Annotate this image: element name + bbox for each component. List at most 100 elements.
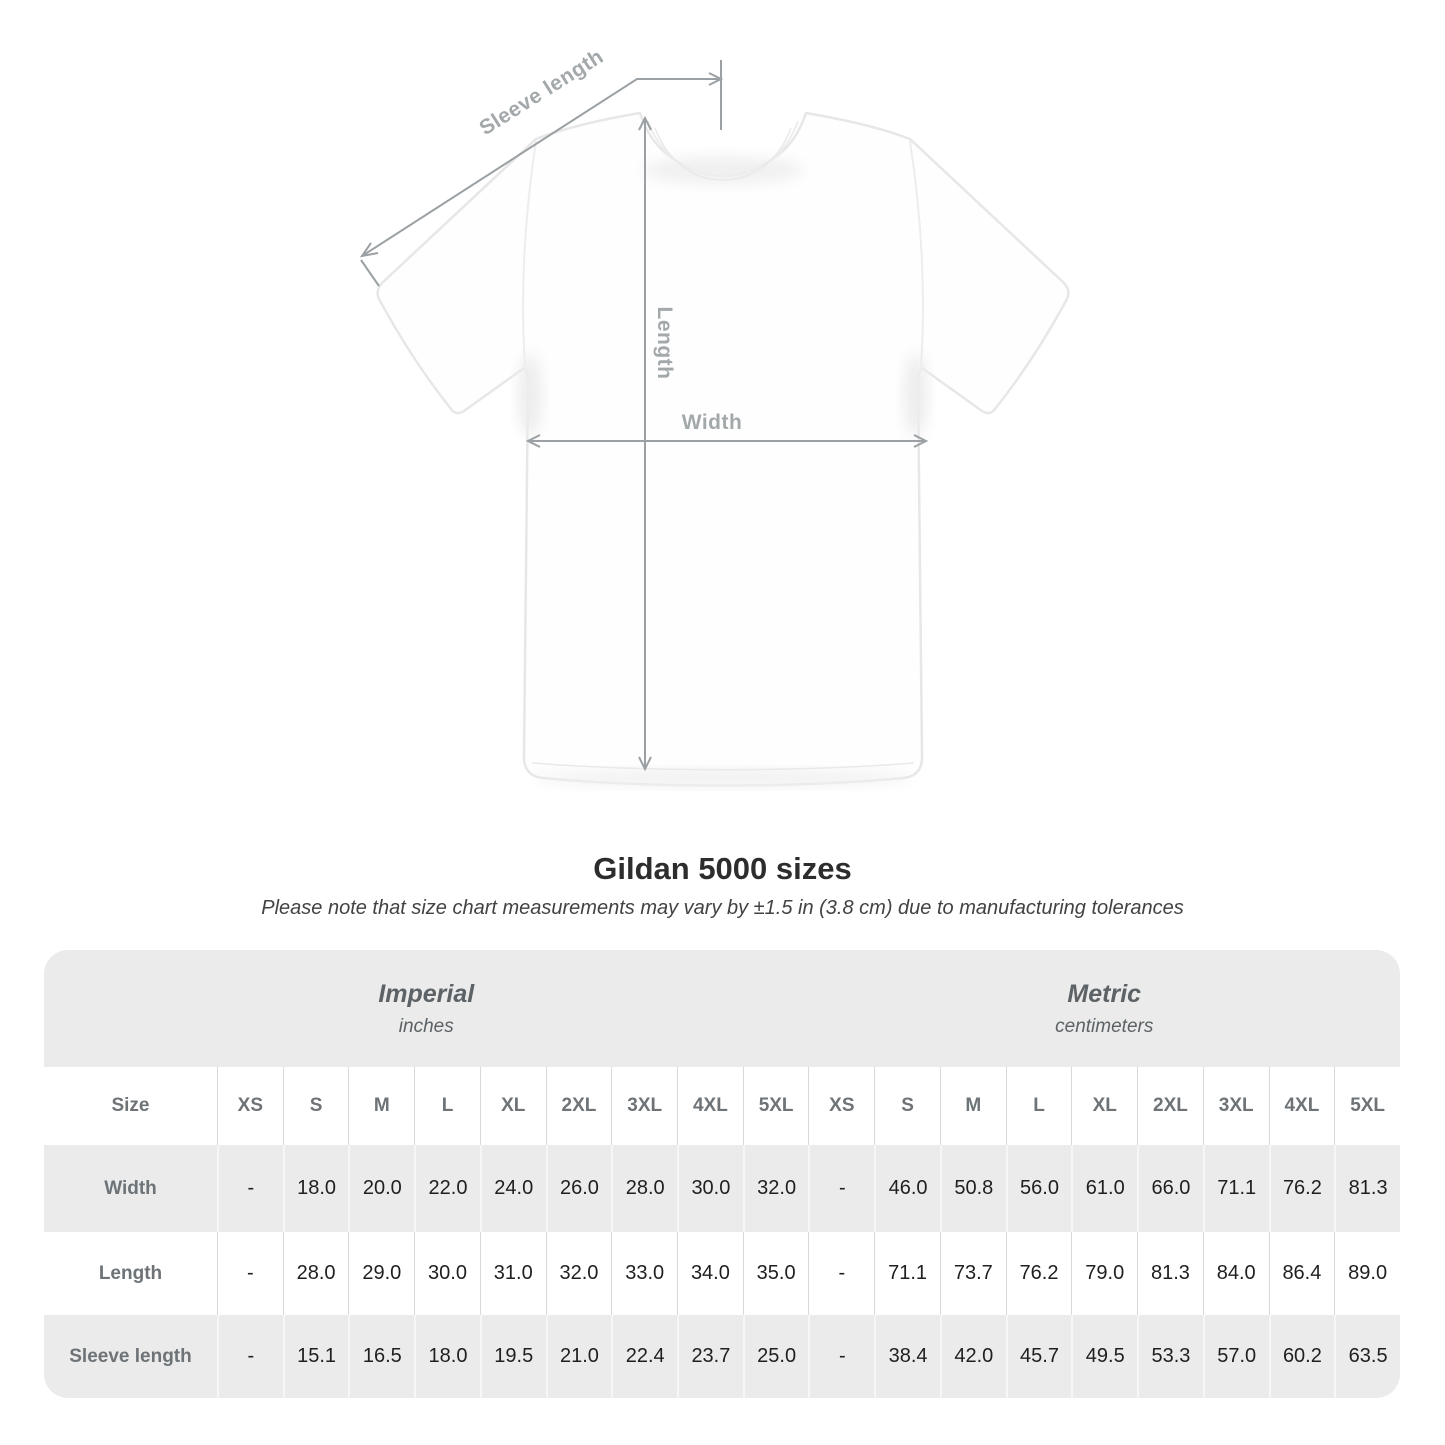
table-cell: 53.3 [1137,1315,1203,1398]
table-cell: 71.1 [874,1232,940,1315]
table-cell: 63.5 [1334,1315,1400,1398]
table-cell: 66.0 [1137,1145,1203,1232]
table-cell: 16.5 [348,1315,414,1398]
underarm-shadow-left [518,353,542,437]
size-col-header: 3XL [611,1067,677,1145]
table-cell: 21.0 [545,1315,612,1398]
table-cell: 26.0 [545,1145,612,1232]
row-label: Width [104,1177,157,1199]
table-cell: 50.8 [939,1145,1006,1232]
size-col-header: XL [479,1067,546,1145]
imperial-header: Imperial inches [44,950,809,1067]
table-cell: 60.2 [1268,1315,1335,1398]
table-cell: 19.5 [479,1315,546,1398]
table-cell: 33.0 [611,1232,677,1315]
length-arrow: Length [638,115,676,772]
table-cell: 23.7 [677,1315,743,1398]
size-col-header: L [1005,1067,1072,1145]
row-label: Length [98,1262,163,1284]
table-cell: 57.0 [1202,1315,1269,1398]
size-table: Imperial inches Metric centimeters Size … [44,950,1400,1398]
sleeve-seam-left [522,140,537,367]
table-cell: 35.0 [742,1232,809,1315]
length-label: Length [653,307,676,380]
size-col-header: M [939,1067,1006,1145]
table-cell: 31.0 [479,1232,546,1315]
table-cell: 56.0 [1005,1145,1072,1232]
size-col-header: 4XL [677,1067,743,1145]
table-cell: - [808,1232,874,1315]
table-cell: 81.3 [1137,1232,1203,1315]
table-cell: 20.0 [348,1145,414,1232]
table-cell: - [217,1145,283,1232]
table-cell: 73.7 [939,1232,1006,1315]
size-row-header: Size [111,1095,150,1116]
table-cell: 34.0 [677,1232,743,1315]
size-col-header: 4XL [1268,1067,1335,1145]
table-cell: 81.3 [1334,1145,1400,1232]
table-cell: 28.0 [282,1232,349,1315]
size-col-header: XS [217,1067,283,1145]
collar-shadow [643,156,803,184]
size-header-row: Size XS S M L XL 2XL 3XL 4XL 5XL XS S M … [44,1067,1400,1145]
table-cell: 45.7 [1005,1315,1072,1398]
table-cell: 86.4 [1268,1232,1335,1315]
size-col-header: 5XL [1334,1067,1400,1145]
size-col-header: S [874,1067,940,1145]
collar-stitch [654,127,792,181]
size-col-header: 2XL [1137,1067,1203,1145]
table-cell: 24.0 [479,1145,546,1232]
table-cell: - [808,1145,874,1232]
imperial-unit: inches [398,1015,454,1037]
hem-stitch [531,762,915,771]
table-cell: 30.0 [677,1145,743,1232]
underarm-shadow-right [904,353,928,437]
table-cell: 76.2 [1268,1145,1335,1232]
unit-header-row: Imperial inches Metric centimeters [44,950,1400,1067]
size-col-header: XS [808,1067,874,1145]
metric-label: Metric [1067,979,1142,1008]
table-cell: 32.0 [545,1232,612,1315]
table-cell: - [808,1315,874,1398]
collar-seam [647,120,799,178]
table-cell: - [217,1232,283,1315]
table-cell: 42.0 [939,1315,1006,1398]
table-cell: 25.0 [742,1315,809,1398]
table-cell: 18.0 [282,1145,349,1232]
width-label: Width [682,411,743,434]
table-cell: 76.2 [1005,1232,1072,1315]
size-col-header: L [414,1067,480,1145]
table-cell: 79.0 [1071,1232,1137,1315]
metric-header: Metric centimeters [809,950,1401,1067]
table-cell: 15.1 [282,1315,349,1398]
table-cell: 89.0 [1334,1232,1400,1315]
size-col-header: S [282,1067,349,1145]
table-cell: 71.1 [1202,1145,1269,1232]
size-col-header: 3XL [1202,1067,1269,1145]
page-title: Gildan 5000 sizes [593,851,852,886]
table-row-width: Width - 18.0 20.0 22.0 24.0 26.0 28.0 30… [44,1145,1400,1232]
metric-unit: centimeters [1055,1015,1154,1037]
tshirt-measurement-diagram: Sleeve length Length Width [359,45,1070,787]
table-cell: 49.5 [1071,1315,1137,1398]
table-cell: 22.4 [611,1315,677,1398]
width-arrow: Width [525,411,929,448]
row-label: Sleeve length [69,1345,192,1367]
table-row-length: Length - 28.0 29.0 30.0 31.0 32.0 33.0 3… [44,1232,1400,1315]
table-cell: 84.0 [1202,1232,1269,1315]
table-cell: 30.0 [414,1232,480,1315]
tshirt-image [376,111,1070,787]
sleeve-seam-right [909,140,924,367]
table-cell: 32.0 [742,1145,809,1232]
table-row-sleeve-length: Sleeve length - 15.1 16.5 18.0 19.5 21.0… [44,1315,1400,1398]
table-cell: 18.0 [414,1315,480,1398]
table-cell: 22.0 [414,1145,480,1232]
table-cell: 38.4 [874,1315,940,1398]
size-col-header: XL [1071,1067,1137,1145]
hem-shadow [533,770,913,786]
imperial-label: Imperial [378,979,475,1008]
table-cell: 46.0 [874,1145,940,1232]
table-cell: 61.0 [1071,1145,1137,1232]
size-col-header: M [348,1067,414,1145]
size-col-header: 2XL [545,1067,612,1145]
